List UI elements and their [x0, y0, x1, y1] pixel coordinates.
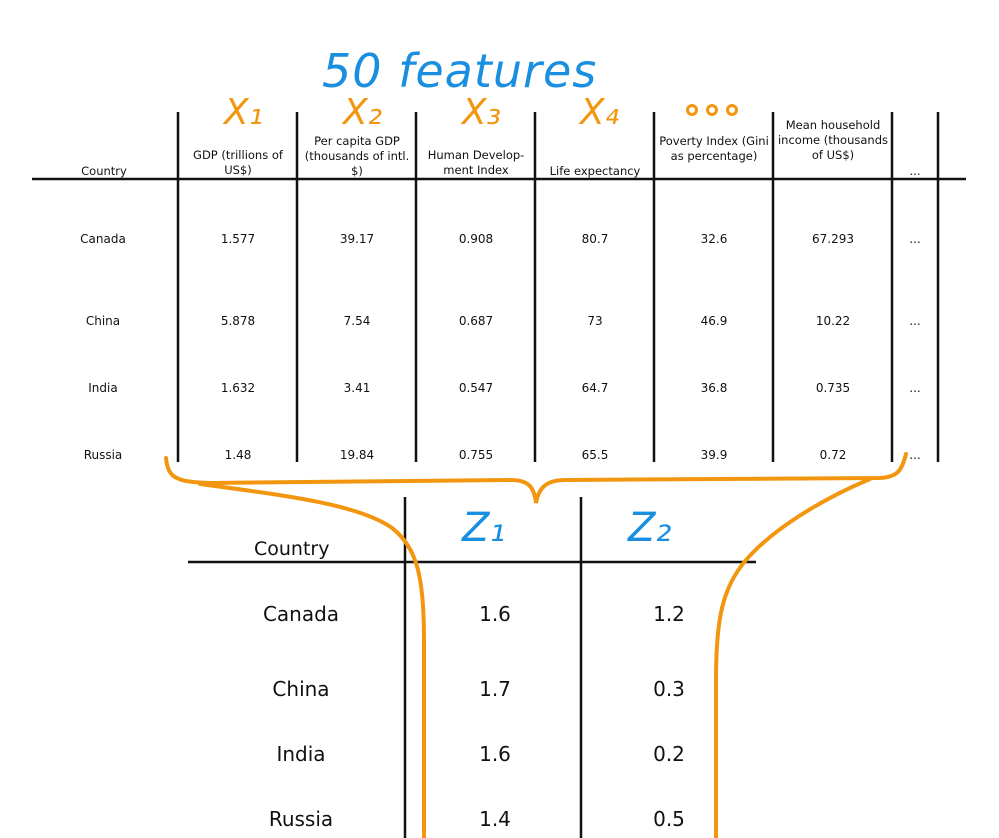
- row-country: Canada: [80, 232, 126, 246]
- dot-shape: [726, 104, 738, 116]
- cell-hdi: 0.755: [458, 448, 494, 462]
- bottom-header-country: Country: [254, 538, 330, 560]
- dot-shape: [706, 104, 718, 116]
- cell-life-expectancy: 80.7: [581, 232, 609, 246]
- cell-gdp: 1.632: [220, 381, 256, 395]
- cell-poverty-index: 32.6: [700, 232, 728, 246]
- cell-per-capita-gdp: 7.54: [343, 314, 371, 328]
- cell-more: ...: [909, 232, 921, 246]
- cell-household-income: 0.735: [815, 381, 851, 395]
- cell-hdi: 0.908: [458, 232, 494, 246]
- header-gdp: GDP (trillions of US$): [193, 148, 283, 177]
- bottom-cell-z1: 1.4: [479, 807, 511, 831]
- bottom-row-country: China: [272, 677, 330, 701]
- x4-annotation: X₄: [580, 92, 620, 133]
- row-country: India: [88, 381, 118, 395]
- cell-hdi: 0.547: [458, 381, 494, 395]
- header-per-capita-gdp: Per capita GDP (thousands of intl. $): [304, 134, 410, 178]
- x2-annotation: X₂: [343, 92, 383, 133]
- header-life-expectancy: Life expectancy: [549, 164, 641, 178]
- row-country: Russia: [83, 448, 123, 462]
- row-country: China: [85, 314, 121, 328]
- bottom-cell-z1: 1.7: [479, 677, 511, 701]
- ellipsis-dots-annotation: [686, 101, 742, 119]
- bottom-cell-z2: 1.2: [653, 602, 685, 626]
- bottom-row-country: India: [276, 742, 326, 766]
- cell-life-expectancy: 73: [587, 314, 603, 328]
- z1-annotation: Z₁: [462, 505, 506, 551]
- cell-per-capita-gdp: 39.17: [339, 232, 375, 246]
- x1-annotation: X₁: [224, 92, 264, 133]
- cell-gdp: 1.48: [224, 448, 252, 462]
- orange-brace: [164, 452, 908, 504]
- cell-more: ...: [909, 314, 921, 328]
- bottom-row-country: Russia: [268, 807, 334, 831]
- cell-gdp: 5.878: [220, 314, 256, 328]
- cell-more: ...: [909, 381, 921, 395]
- header-more: ...: [909, 164, 921, 178]
- cell-household-income: 0.72: [819, 448, 847, 462]
- header-poverty-index: Poverty Index (Gini as percentage): [659, 134, 769, 163]
- bottom-cell-z1: 1.6: [479, 742, 511, 766]
- cell-life-expectancy: 65.5: [581, 448, 609, 462]
- z2-annotation: Z₂: [628, 505, 672, 551]
- cell-hdi: 0.687: [458, 314, 494, 328]
- header-hdi: Human Develop-ment Index: [427, 148, 525, 177]
- cell-poverty-index: 36.8: [700, 381, 728, 395]
- orange-funnel-right: [714, 477, 872, 838]
- bottom-row-country: Canada: [262, 602, 340, 626]
- cell-per-capita-gdp: 3.41: [343, 381, 371, 395]
- bottom-cell-z1: 1.6: [479, 602, 511, 626]
- bottom-cell-z2: 0.3: [653, 677, 685, 701]
- cell-poverty-index: 39.9: [700, 448, 728, 462]
- bottom-cell-z2: 0.5: [653, 807, 685, 831]
- header-household-income: Mean household income (thousands of US$): [777, 118, 888, 162]
- cell-household-income: 67.293: [812, 232, 854, 246]
- bottom-cell-z2: 0.2: [653, 742, 685, 766]
- header-country: Country: [81, 164, 127, 178]
- x3-annotation: X₃: [462, 92, 502, 133]
- orange-funnel-left: [198, 482, 426, 838]
- cell-more: ...: [909, 448, 921, 462]
- features-annotation: 50 features: [322, 44, 598, 98]
- cell-gdp: 1.577: [220, 232, 256, 246]
- cell-poverty-index: 46.9: [700, 314, 728, 328]
- cell-life-expectancy: 64.7: [581, 381, 609, 395]
- cell-per-capita-gdp: 19.84: [339, 448, 375, 462]
- cell-household-income: 10.22: [815, 314, 851, 328]
- dot-shape: [686, 104, 698, 116]
